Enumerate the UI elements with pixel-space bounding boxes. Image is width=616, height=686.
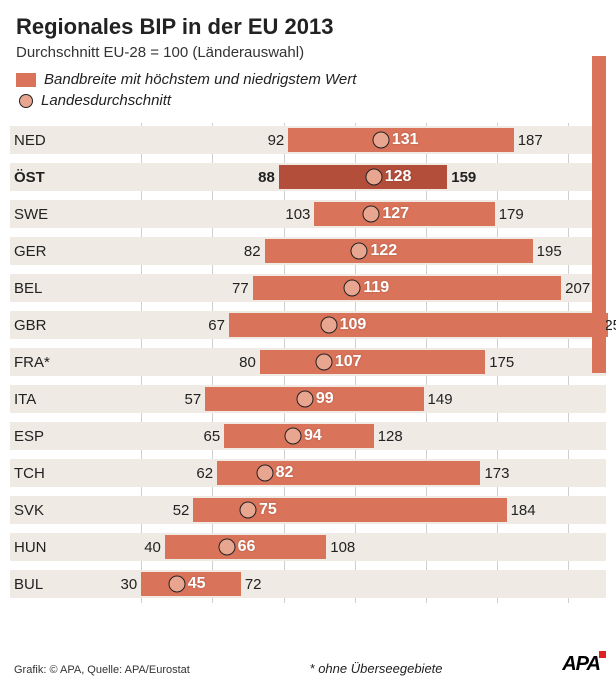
row-plot: 82 195 122: [70, 237, 592, 265]
avg-value: 128: [374, 168, 412, 186]
range-bar: [260, 350, 485, 374]
chart-row: BUL 30 72 45: [10, 567, 606, 601]
high-value: 179: [495, 200, 524, 228]
chart-row: GER 82 195 122: [10, 234, 606, 268]
high-value: 173: [480, 459, 509, 487]
chart-row: ITA 57 149 99: [10, 382, 606, 416]
avg-value: 82: [265, 464, 294, 482]
row-plot: 77 207 119: [70, 274, 592, 302]
avg-value: 122: [359, 242, 397, 260]
country-label: FRA*: [14, 345, 50, 379]
avg-value: 107: [324, 353, 362, 371]
apa-logo: APA: [562, 653, 602, 676]
high-value: 128: [374, 422, 403, 450]
credit-text: Grafik: © APA, Quelle: APA/Eurostat: [14, 664, 190, 676]
country-label: BEL: [14, 271, 42, 305]
avg-swatch-icon: [19, 94, 33, 108]
country-label: GBR: [14, 308, 47, 342]
avg-value: 127: [371, 205, 409, 223]
row-plot: 30 72 45: [70, 570, 592, 598]
footnote-text: * ohne Überseegebiete: [310, 661, 443, 676]
country-label: SWE: [14, 197, 48, 231]
legend-avg: Landesdurchschnitt: [16, 92, 600, 109]
chart-header: Regionales BIP in der EU 2013 Durchschni…: [0, 0, 616, 65]
low-value: 92: [268, 126, 289, 154]
chart-subtitle: Durchschnitt EU-28 = 100 (Länderauswahl): [16, 44, 600, 61]
low-value: 40: [144, 533, 165, 561]
country-label: BUL: [14, 567, 43, 601]
chart-rows: NED 92 187 131 ÖST 88 159 128 SWE 103 179 127 GER 82 1…: [10, 123, 606, 604]
low-value: 88: [258, 163, 279, 191]
avg-value: 131: [381, 131, 419, 149]
high-value: 207: [561, 274, 590, 302]
range-swatch-icon: [16, 73, 36, 87]
row-plot: 103 179 127: [70, 200, 592, 228]
low-value: 65: [204, 422, 225, 450]
country-label: ESP: [14, 419, 44, 453]
chart-row: HUN 40 108 66: [10, 530, 606, 564]
country-label: HUN: [14, 530, 47, 564]
country-label: GER: [14, 234, 47, 268]
chart-row: FRA* 80 175 107: [10, 345, 606, 379]
avg-value: 45: [177, 575, 206, 593]
high-value: 195: [533, 237, 562, 265]
avg-value: 94: [293, 427, 322, 445]
legend-avg-label: Landesdurchschnitt: [41, 92, 171, 109]
low-value: 67: [208, 311, 229, 339]
range-bar: [279, 165, 447, 189]
country-label: TCH: [14, 456, 45, 490]
row-plot: 57 149 99: [70, 385, 592, 413]
country-label: ITA: [14, 382, 36, 416]
range-bar: [253, 276, 561, 300]
row-plot: 40 108 66: [70, 533, 592, 561]
row-plot: 88 159 128: [70, 163, 592, 191]
row-plot: 65 128 94: [70, 422, 592, 450]
low-value: 57: [185, 385, 206, 413]
high-value: 159: [447, 163, 476, 191]
range-chart: NED 92 187 131 ÖST 88 159 128 SWE 103 179 127 GER 82 1…: [10, 123, 606, 603]
avg-value: 66: [227, 538, 256, 556]
low-value: 62: [196, 459, 217, 487]
high-value: 175: [485, 348, 514, 376]
country-label: ÖST: [14, 160, 45, 194]
country-label: NED: [14, 123, 46, 157]
high-value: 72: [241, 570, 262, 598]
row-plot: 80 175 107: [70, 348, 592, 376]
chart-row: BEL 77 207 119: [10, 271, 606, 305]
low-value: 82: [244, 237, 265, 265]
chart-row: NED 92 187 131: [10, 123, 606, 157]
row-plot: 92 187 131: [70, 126, 592, 154]
high-value: 187: [514, 126, 543, 154]
low-value: 103: [285, 200, 314, 228]
chart-footer: Grafik: © APA, Quelle: APA/Eurostat * oh…: [0, 645, 616, 686]
low-value: 52: [173, 496, 194, 524]
avg-value: 119: [352, 279, 389, 297]
chart-row: GBR 67325109: [10, 308, 606, 342]
high-value: 108: [326, 533, 355, 561]
chart-row: ÖST 88 159 128: [10, 160, 606, 194]
legend-range-label: Bandbreite mit höchstem und niedrigstem …: [44, 71, 356, 88]
low-value: 77: [232, 274, 253, 302]
range-bar: [265, 239, 533, 263]
chart-row: ESP 65 128 94: [10, 419, 606, 453]
high-value: 184: [507, 496, 536, 524]
legend-range: Bandbreite mit höchstem und niedrigstem …: [16, 71, 600, 88]
overflow-spike: [592, 56, 606, 373]
avg-value: 109: [329, 316, 367, 334]
low-value: 80: [239, 348, 260, 376]
row-plot: 67325109: [70, 311, 592, 339]
row-plot: 62 173 82: [70, 459, 592, 487]
chart-legend: Bandbreite mit höchstem und niedrigstem …: [0, 65, 616, 117]
country-label: SVK: [14, 493, 44, 527]
avg-value: 99: [305, 390, 334, 408]
avg-value: 75: [248, 501, 277, 519]
low-value: 30: [120, 570, 141, 598]
row-plot: 52 184 75: [70, 496, 592, 524]
high-value: 149: [424, 385, 453, 413]
chart-row: SWE 103 179 127: [10, 197, 606, 231]
chart-row: SVK 52 184 75: [10, 493, 606, 527]
chart-title: Regionales BIP in der EU 2013: [16, 14, 600, 40]
chart-row: TCH 62 173 82: [10, 456, 606, 490]
range-bar: [229, 313, 608, 337]
